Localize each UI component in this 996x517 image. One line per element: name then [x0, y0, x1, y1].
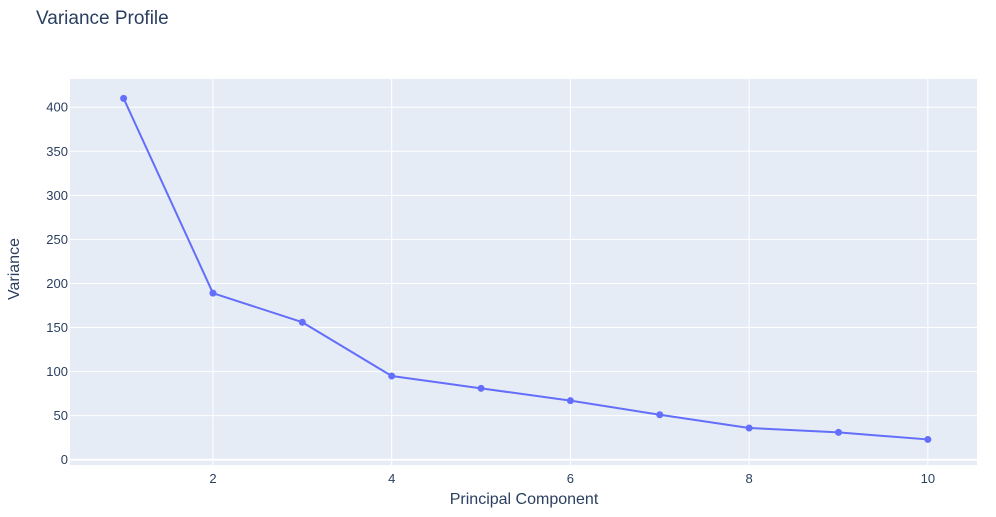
- series-line: [122, 97, 928, 441]
- y-tick-label: 200: [46, 276, 68, 291]
- y-axis-title: Variance: [6, 238, 23, 300]
- y-tick-label: 400: [46, 100, 68, 115]
- tick-labels: 0 50 100 150 200 250 300 350 400 2 4 6 8 10: [46, 100, 935, 486]
- x-axis-title: Principal Component: [450, 491, 599, 508]
- data-point[interactable]: [924, 435, 932, 443]
- data-point[interactable]: [298, 318, 306, 326]
- data-point[interactable]: [834, 428, 842, 436]
- chart-title: Variance Profile: [36, 8, 169, 29]
- x-tick-label: 6: [567, 471, 574, 486]
- data-point[interactable]: [566, 397, 574, 405]
- x-tick-label: 8: [746, 471, 753, 486]
- y-tick-label: 300: [46, 188, 68, 203]
- data-point[interactable]: [388, 372, 396, 380]
- x-tick-label: 2: [209, 471, 216, 486]
- y-tick-label: 0: [61, 452, 68, 467]
- x-tick-label: 10: [921, 471, 935, 486]
- y-tick-label: 250: [46, 232, 68, 247]
- plot-area: [70, 79, 977, 465]
- y-tick-label: 100: [46, 364, 68, 379]
- data-point[interactable]: [209, 289, 217, 297]
- data-point[interactable]: [745, 424, 753, 432]
- series-layer: [120, 94, 932, 443]
- y-tick-label: 350: [46, 144, 68, 159]
- y-tick-label: 150: [46, 320, 68, 335]
- data-point[interactable]: [477, 384, 485, 392]
- x-tick-label: 4: [388, 471, 395, 486]
- grid-lines: [70, 79, 977, 465]
- data-point[interactable]: [656, 411, 664, 419]
- y-tick-label: 50: [54, 408, 68, 423]
- data-point[interactable]: [120, 94, 128, 102]
